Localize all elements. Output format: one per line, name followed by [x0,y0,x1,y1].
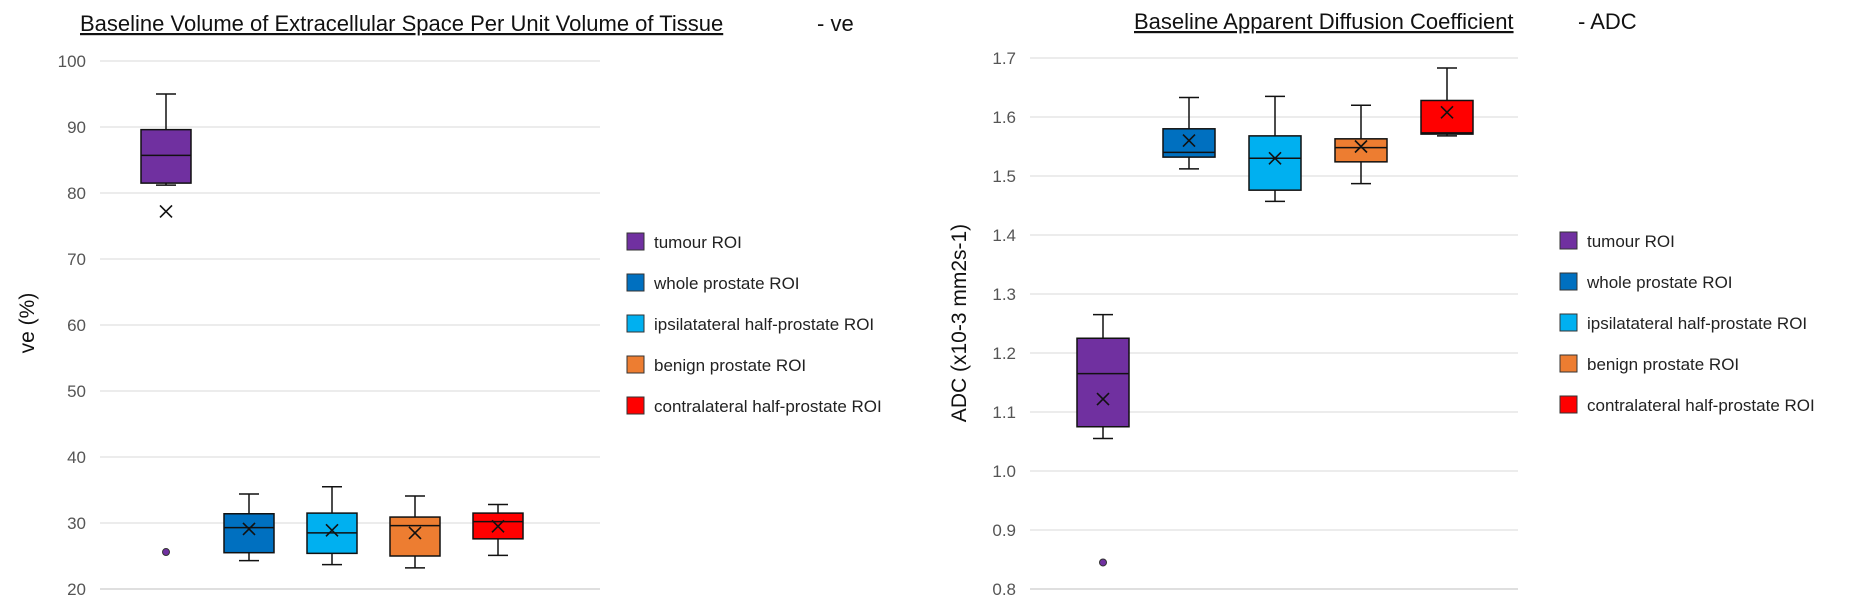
mean-marker [325,523,339,537]
chart-adc-legend: tumour ROI whole prostate ROI ipsilatatera… [1559,231,1815,415]
chart-ve-plot: 20 30 40 50 60 70 80 90 100 [58,52,600,599]
y-tick-label: 1.3 [992,285,1016,304]
outlier-point [1099,558,1107,567]
y-tick-label: 1.5 [992,167,1016,186]
y-tick-label: 1.2 [992,344,1016,363]
box-body [1334,138,1388,163]
mean-marker [1182,134,1196,148]
y-tick-label: 70 [67,250,86,269]
legend-item: tumour ROI [1559,231,1675,251]
chart-ve-title-suffix: - ve [817,11,854,36]
legend-swatch [1559,231,1578,250]
y-tick-label: 0.8 [992,580,1016,599]
y-tick-label: 30 [67,514,86,533]
legend-item: ipsilatateral half-prostate ROI [626,314,874,334]
legend-label: ipsilatateral half-prostate ROI [654,315,874,334]
mean-marker [1440,105,1454,119]
legend-swatch [1559,272,1578,291]
y-tick-label: 60 [67,316,86,335]
chart-adc-title: Baseline Apparent Diffusion Coefficient [1134,9,1514,34]
box-body [1248,135,1302,191]
legend-item: tumour ROI [626,232,742,252]
legend-swatch [626,232,645,251]
outlier-point [162,548,170,557]
box-body [1420,99,1474,135]
box-body [140,128,192,184]
y-tick-label: 80 [67,184,86,203]
legend-label: tumour ROI [654,233,742,252]
legend-swatch [626,273,645,292]
y-tick-label: 40 [67,448,86,467]
box-body [223,513,275,554]
mean-marker [1268,151,1282,165]
chart-ve-legend: tumour ROI whole prostate ROI ipsilatatera… [626,232,882,416]
y-tick-label: 0.9 [992,521,1016,540]
mean-marker [408,526,422,540]
y-tick-label: 90 [67,118,86,137]
y-tick-label: 1.7 [992,49,1016,68]
mean-marker [1096,392,1110,406]
y-tick-label: 50 [67,382,86,401]
box-2 [1162,96,1216,170]
mean-marker [491,519,505,533]
legend-swatch [626,314,645,333]
mean-marker [159,204,173,219]
chart-adc-plot: 0.8 0.9 1.0 1.1 1.2 1.3 1.4 1.5 1.6 1.7 [992,49,1518,599]
box-4 [1334,104,1388,185]
box-3 [1248,95,1302,203]
chart-ve-title: Baseline Volume of Extracellular Space P… [80,11,723,36]
legend-item: whole prostate ROI [626,273,800,293]
legend-label: ipsilatateral half-prostate ROI [1587,314,1807,333]
box-body [1076,337,1130,428]
y-tick-label: 20 [67,580,86,599]
y-tick-label: 1.1 [992,403,1016,422]
mean-marker [242,522,256,536]
box-5 [472,503,524,557]
box-body [389,516,441,557]
legend-label: tumour ROI [1587,232,1675,251]
chart-adc-title-suffix: - ADC [1578,9,1637,34]
box-3 [306,485,358,566]
box-2 [223,493,275,562]
box-5 [1420,67,1474,137]
y-tick-label: 1.4 [992,226,1016,245]
box-1 [1076,313,1130,567]
chart-ve: Baseline Volume of Extracellular Space P… [16,11,882,599]
legend-label: contralateral half-prostate ROI [1587,396,1815,415]
legend-item: whole prostate ROI [1559,272,1733,292]
legend-label: whole prostate ROI [1586,273,1733,292]
legend-label: benign prostate ROI [1587,355,1739,374]
legend-swatch [1559,395,1578,414]
legend-swatch [1559,354,1578,373]
box-4 [389,495,441,569]
legend-label: contralateral half-prostate ROI [654,397,882,416]
y-tick-label: 1.6 [992,108,1016,127]
mean-marker [1354,139,1368,154]
legend-label: benign prostate ROI [654,356,806,375]
box-1 [140,93,192,557]
chart-ve-ylabel: ve (%) [16,293,39,354]
legend-item: contralateral half-prostate ROI [626,396,882,416]
chart-adc-ylabel: ADC (x10-3 mm2s-1) [948,224,971,422]
legend-item: contralateral half-prostate ROI [1559,395,1815,415]
legend-label: whole prostate ROI [653,274,800,293]
y-tick-label: 1.0 [992,462,1016,481]
legend-swatch [1559,313,1578,332]
chart-adc: Baseline Apparent Diffusion Coefficient … [948,9,1815,599]
legend-item: benign prostate ROI [626,355,806,375]
y-tick-label: 100 [58,52,86,71]
legend-swatch [626,396,645,415]
legend-item: ipsilatateral half-prostate ROI [1559,313,1807,333]
legend-swatch [626,355,645,374]
legend-item: benign prostate ROI [1559,354,1739,374]
